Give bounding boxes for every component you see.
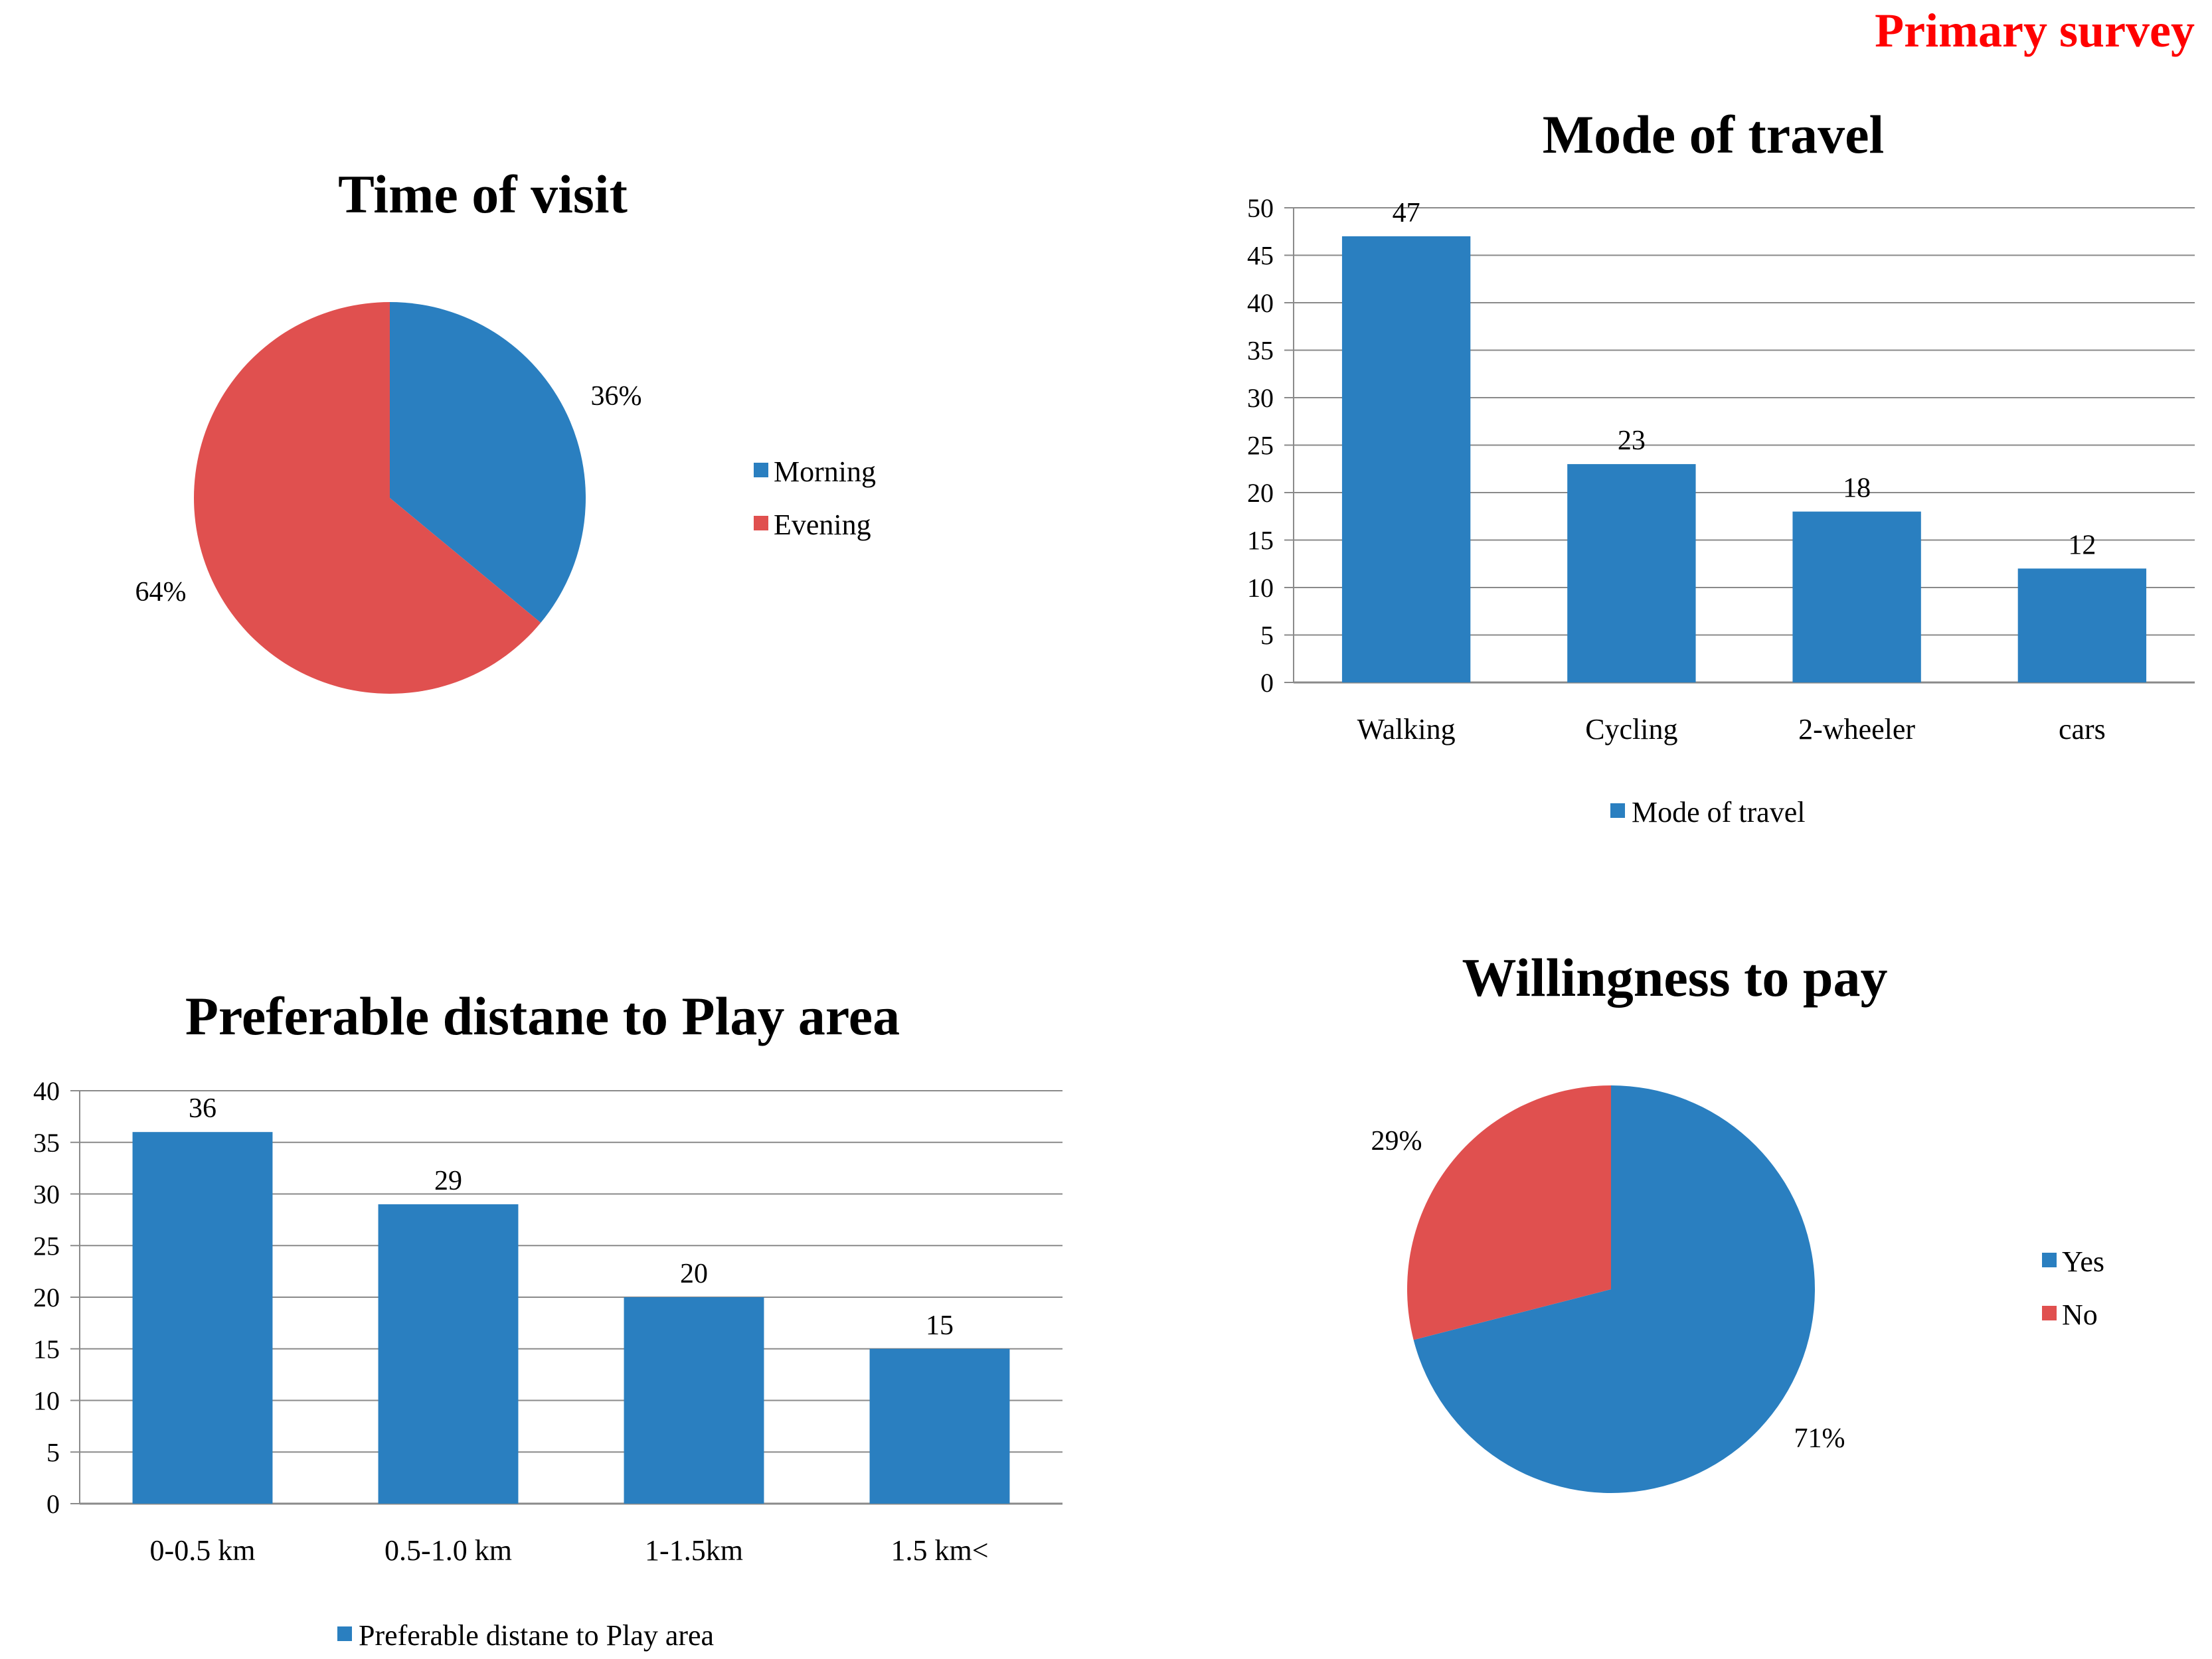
pie-willingness-to-pay: 71% 29% (1371, 1085, 1845, 1493)
y-tick-label: 15 (1247, 526, 1274, 556)
bar-value-label: 15 (926, 1310, 954, 1341)
pie-slice-yes (1413, 1085, 1815, 1493)
bar-1-5-km- (869, 1348, 1010, 1504)
pie-time-of-visit: 36% 64% (135, 302, 642, 694)
y-tick-label: 0 (46, 1489, 60, 1519)
y-tick-label: 15 (33, 1334, 60, 1364)
chart-mode-of-travel: Mode of travel 0 5 10 15 20 25 30 35 40 45 50 47 Wal… (1247, 104, 2195, 829)
legend-entry: Preferable distane to Play area (359, 1619, 714, 1652)
y-tick-label: 30 (1247, 383, 1274, 413)
chart-title-preferable-distance: Preferable distane to Play area (185, 986, 900, 1046)
x-category-label: Walking (1357, 713, 1456, 746)
pie-label-yes: 71% (1794, 1423, 1845, 1454)
x-category-label: cars (2059, 713, 2106, 746)
bar-plot-mode-of-travel: 0 5 10 15 20 25 30 35 40 45 50 47 Walking 23 Cycling 18… (1247, 193, 2195, 829)
x-category-label: 2-wheeler (1798, 713, 1915, 746)
bar-value-label: 29 (434, 1166, 462, 1196)
y-tick-label: 30 (33, 1180, 60, 1210)
y-tick-label: 40 (1247, 288, 1274, 318)
x-category-label: 1-1.5km (645, 1534, 743, 1567)
pie-slice-evening (194, 302, 541, 694)
y-tick-label: 5 (1260, 621, 1274, 651)
legend-swatch (337, 1626, 352, 1641)
bar-cycling (1567, 464, 1696, 682)
chart-preferable-distance: Preferable distane to Play area 0 5 10 15 20… (33, 986, 1063, 1652)
legend-swatch-yes (2042, 1253, 2057, 1267)
legend-time-of-visit: Morning Evening (754, 455, 876, 541)
y-tick-label: 0 (1260, 668, 1274, 698)
pie-label-no: 29% (1371, 1126, 1422, 1156)
pie-label-morning: 36% (591, 381, 642, 412)
legend-entry-no: No (2062, 1299, 2098, 1331)
legend-swatch-no (2042, 1306, 2057, 1320)
bar-value-label: 18 (1843, 473, 1871, 504)
bar-value-label: 12 (2068, 530, 2096, 560)
bar-value-label: 36 (189, 1093, 216, 1124)
chart-title-willingness-to-pay: Willingness to pay (1462, 947, 1888, 1008)
y-tick-label: 25 (1247, 431, 1274, 461)
chart-time-of-visit: Time of visit 36% 64% Morning Evening (135, 164, 876, 694)
legend-entry: Mode of travel (1632, 796, 1805, 829)
y-tick-label: 35 (1247, 336, 1274, 366)
bar-cars (2017, 568, 2147, 682)
y-tick-label: 35 (33, 1128, 60, 1158)
y-tick-label: 20 (1247, 478, 1274, 508)
bar-2-wheeler (1792, 511, 1921, 682)
y-tick-label: 40 (33, 1076, 60, 1106)
bar-0-5-1-0-km (378, 1204, 519, 1504)
x-category-label: Cycling (1585, 713, 1677, 746)
pie-slice-morning (390, 302, 586, 623)
bar-0-0-5-km (132, 1132, 273, 1504)
chart-title-mode-of-travel: Mode of travel (1543, 104, 1885, 165)
bar-value-label: 23 (1618, 426, 1646, 456)
x-category-label: 0-0.5 km (150, 1534, 256, 1567)
legend-entry-morning: Morning (774, 455, 876, 488)
legend-swatch (1610, 803, 1625, 818)
pie-slice-no (1407, 1085, 1611, 1340)
bar-1-1-5km (624, 1297, 764, 1504)
legend-swatch-morning (754, 463, 768, 477)
legend-entry-evening: Evening (774, 509, 871, 541)
y-tick-label: 50 (1247, 193, 1274, 223)
bar-plot-preferable-distance: 0 5 10 15 20 25 30 35 40 36 0-0.5 km 29 0.5-1.0 km 20… (33, 1076, 1063, 1652)
chart-title-time-of-visit: Time of visit (338, 164, 628, 224)
legend-entry-yes: Yes (2062, 1245, 2104, 1278)
legend-swatch-evening (754, 516, 768, 530)
page-heading: Primary survey (1875, 4, 2195, 57)
y-tick-label: 25 (33, 1231, 60, 1261)
legend-willingness-to-pay: Yes No (2042, 1245, 2104, 1331)
y-tick-label: 45 (1247, 241, 1274, 271)
bar-value-label: 47 (1393, 198, 1420, 228)
bar-walking (1341, 236, 1471, 682)
y-tick-label: 20 (33, 1283, 60, 1312)
y-tick-label: 10 (1247, 573, 1274, 603)
bar-value-label: 20 (680, 1259, 708, 1289)
pie-label-evening: 64% (135, 577, 187, 607)
chart-willingness-to-pay: Willingness to pay 71% 29% Yes No (1371, 947, 2104, 1493)
y-tick-label: 5 (46, 1437, 60, 1467)
x-category-label: 0.5-1.0 km (384, 1534, 512, 1567)
x-category-label: 1.5 km< (891, 1534, 988, 1567)
y-tick-label: 10 (33, 1386, 60, 1416)
